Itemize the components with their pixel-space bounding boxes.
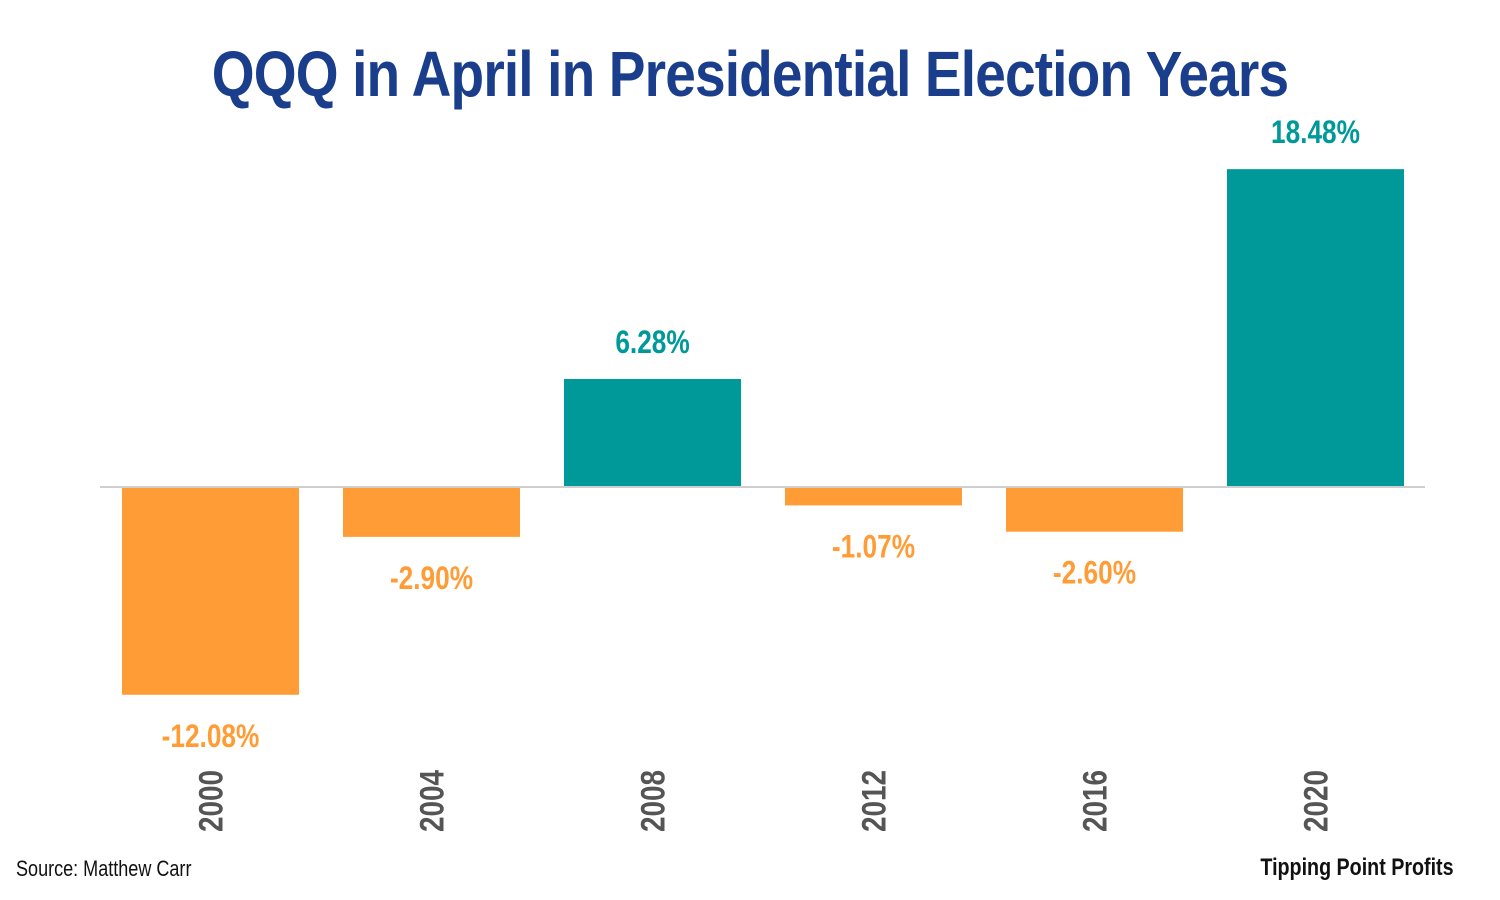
bar-2020 [1227,169,1404,487]
x-tick-label-2012: 2012 [855,770,893,832]
x-tick-label-2020: 2020 [1297,770,1335,832]
bar-2012 [785,487,962,505]
bar-2008 [564,379,741,487]
data-label-2020: 18.48% [1271,116,1360,151]
data-label-2016: -2.60% [1053,556,1136,591]
brand-name: Tipping Point Profits [1261,854,1454,882]
data-label-2000: -12.08% [162,719,260,754]
x-tick-label-2016: 2016 [1076,770,1114,832]
data-label-2012: -1.07% [832,530,915,565]
bar-2016 [1006,487,1183,532]
data-label-2008: 6.28% [615,326,689,361]
bar-2000 [122,487,299,695]
bar-2004 [343,487,520,537]
chart: QQQ in April in Presidential Election Ye… [0,0,1500,900]
data-label-2004: -2.90% [390,562,473,597]
x-tick-label-2004: 2004 [413,769,451,832]
x-tick-label-2008: 2008 [634,770,672,832]
x-tick-label-2000: 2000 [192,770,230,832]
chart-plot: -12.08% -2.90% 6.28% -1.07% -2.60% 18.48% 200… [0,0,1500,900]
source-note: Source: Matthew Carr [16,856,191,882]
